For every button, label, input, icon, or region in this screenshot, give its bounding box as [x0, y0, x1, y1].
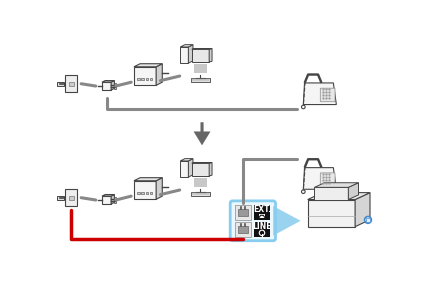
FancyBboxPatch shape	[114, 86, 116, 89]
Polygon shape	[134, 178, 162, 181]
Polygon shape	[209, 163, 212, 176]
Polygon shape	[348, 183, 359, 200]
FancyBboxPatch shape	[142, 78, 144, 80]
Polygon shape	[188, 159, 193, 177]
FancyBboxPatch shape	[150, 78, 153, 80]
Polygon shape	[134, 67, 156, 85]
Polygon shape	[102, 82, 111, 90]
FancyBboxPatch shape	[235, 205, 252, 220]
FancyBboxPatch shape	[191, 78, 210, 82]
FancyBboxPatch shape	[65, 75, 77, 92]
FancyBboxPatch shape	[191, 192, 210, 196]
Polygon shape	[156, 64, 162, 85]
Polygon shape	[180, 45, 193, 47]
FancyBboxPatch shape	[114, 197, 116, 200]
Polygon shape	[102, 194, 114, 196]
FancyBboxPatch shape	[57, 82, 64, 86]
Text: LINE: LINE	[252, 222, 272, 231]
Polygon shape	[314, 183, 359, 188]
FancyBboxPatch shape	[235, 222, 252, 237]
Polygon shape	[102, 196, 111, 204]
FancyBboxPatch shape	[238, 209, 248, 216]
FancyBboxPatch shape	[68, 82, 74, 86]
FancyBboxPatch shape	[320, 173, 335, 186]
FancyBboxPatch shape	[320, 88, 335, 102]
FancyBboxPatch shape	[230, 201, 275, 241]
FancyBboxPatch shape	[254, 205, 270, 220]
FancyBboxPatch shape	[114, 83, 116, 86]
Polygon shape	[188, 45, 193, 63]
Polygon shape	[308, 200, 355, 227]
FancyBboxPatch shape	[146, 78, 148, 80]
FancyBboxPatch shape	[366, 218, 370, 222]
Polygon shape	[308, 193, 370, 200]
FancyBboxPatch shape	[193, 64, 207, 73]
FancyBboxPatch shape	[254, 222, 270, 237]
Polygon shape	[180, 159, 193, 161]
FancyBboxPatch shape	[137, 192, 139, 194]
Circle shape	[365, 217, 371, 223]
Polygon shape	[192, 49, 209, 62]
Polygon shape	[134, 181, 156, 199]
Text: EXT.: EXT.	[253, 206, 271, 214]
Polygon shape	[180, 161, 188, 177]
Polygon shape	[258, 214, 265, 218]
FancyBboxPatch shape	[150, 192, 153, 194]
Polygon shape	[192, 163, 209, 176]
FancyBboxPatch shape	[114, 200, 116, 203]
Polygon shape	[273, 206, 300, 236]
Polygon shape	[314, 188, 348, 200]
Polygon shape	[209, 49, 212, 62]
FancyBboxPatch shape	[57, 196, 64, 200]
Polygon shape	[180, 47, 188, 63]
FancyArrow shape	[193, 122, 210, 145]
Polygon shape	[111, 194, 114, 204]
Polygon shape	[111, 81, 114, 90]
Polygon shape	[156, 178, 162, 199]
FancyBboxPatch shape	[137, 78, 139, 80]
Polygon shape	[303, 83, 336, 105]
FancyBboxPatch shape	[142, 192, 144, 194]
Polygon shape	[355, 193, 370, 227]
FancyBboxPatch shape	[146, 192, 148, 194]
FancyBboxPatch shape	[68, 196, 74, 200]
FancyBboxPatch shape	[238, 226, 248, 233]
Polygon shape	[102, 81, 114, 82]
Polygon shape	[303, 168, 336, 189]
Polygon shape	[134, 64, 162, 67]
FancyBboxPatch shape	[65, 189, 77, 206]
FancyBboxPatch shape	[193, 178, 207, 187]
